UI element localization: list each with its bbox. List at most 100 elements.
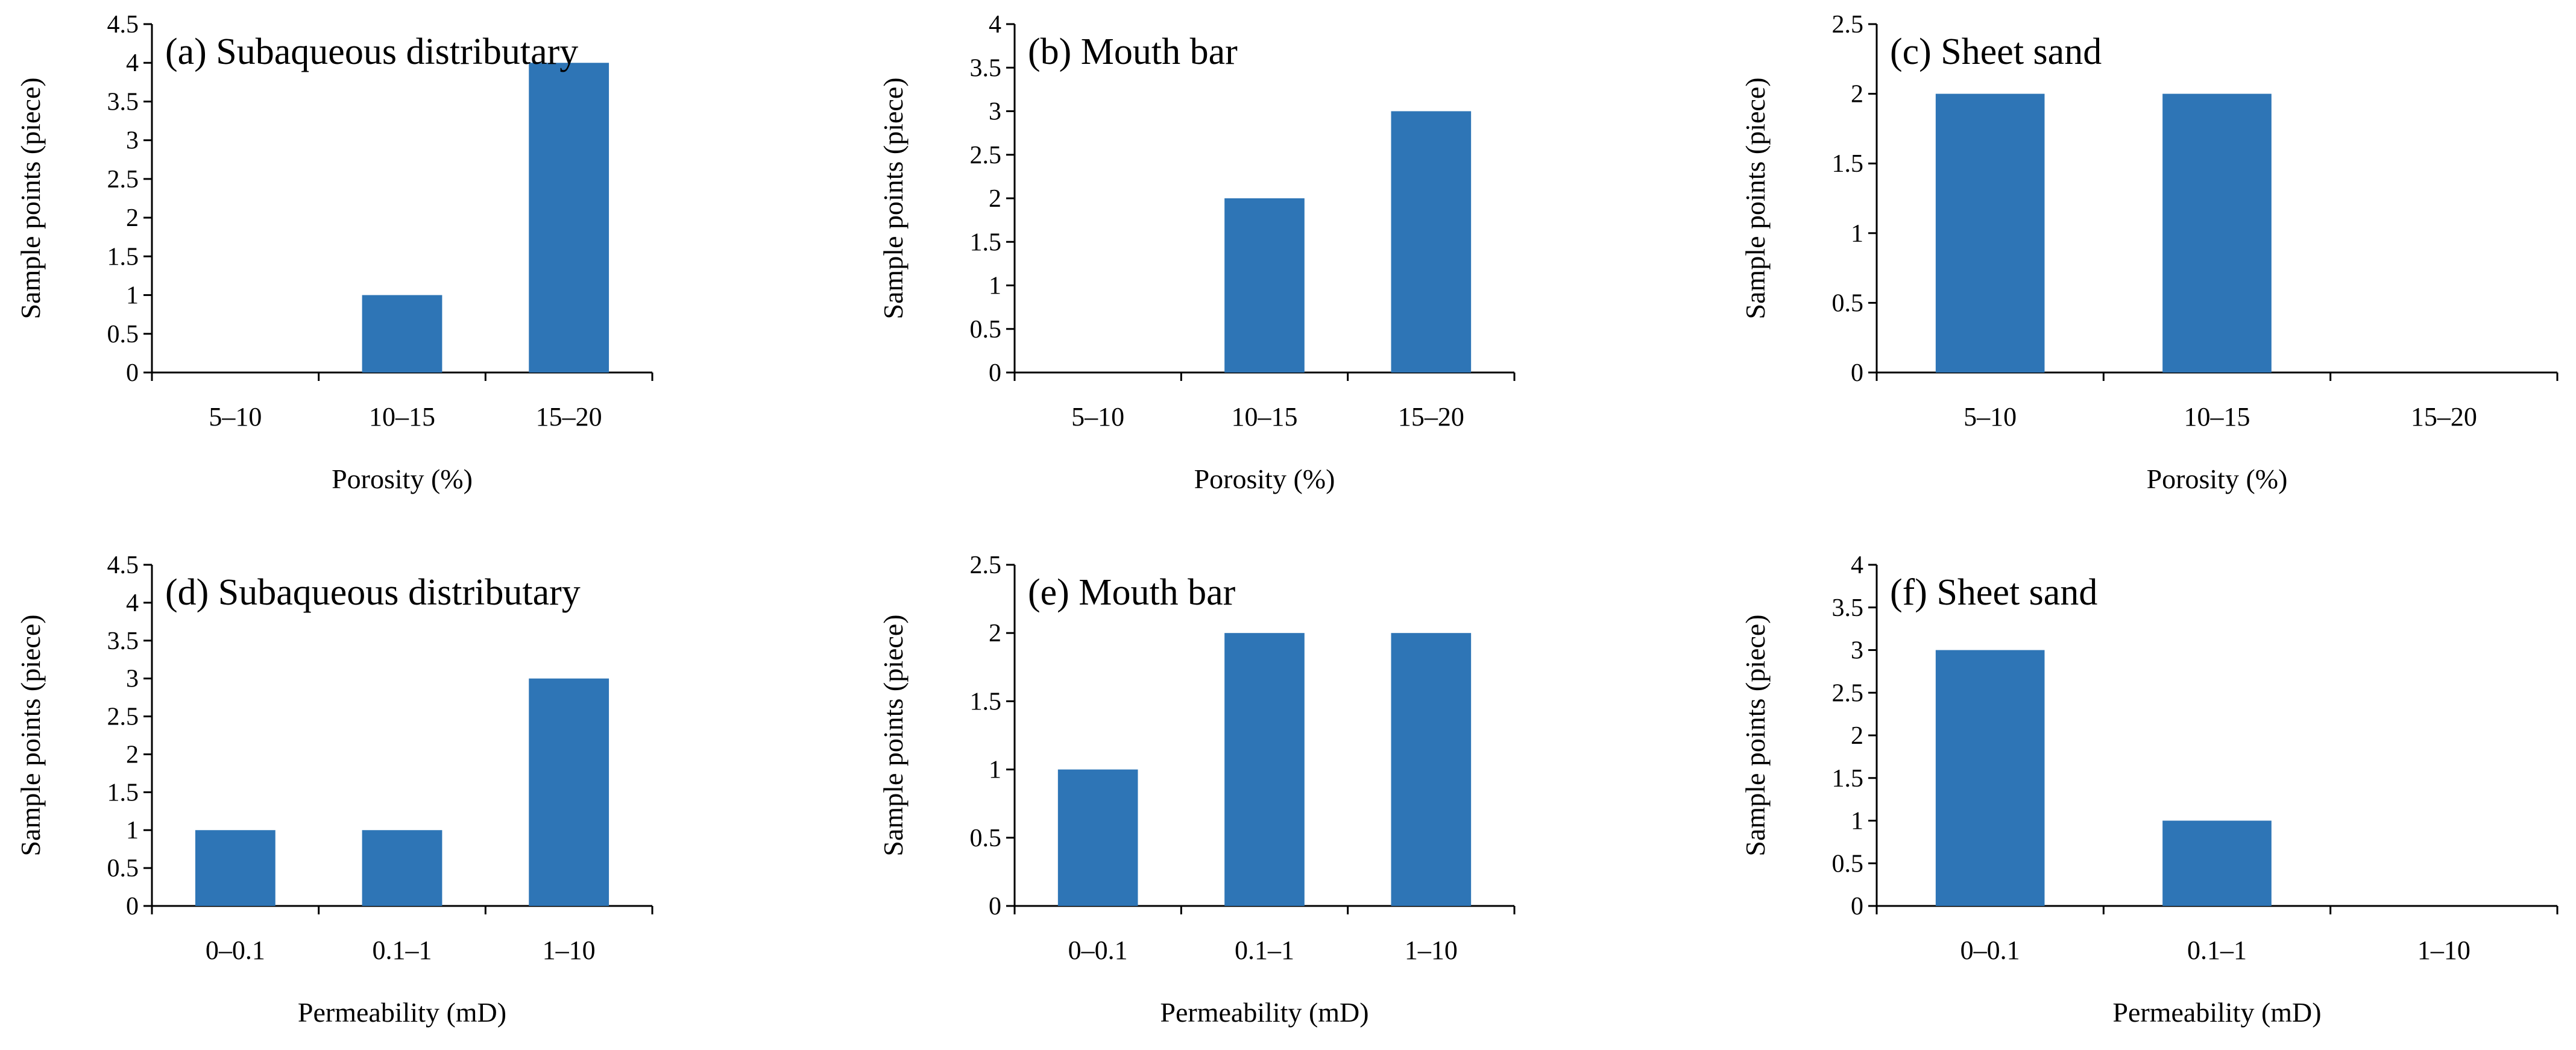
x-tick-label: 10–15: [1232, 402, 1298, 432]
y-tick-label: 4.5: [107, 552, 139, 579]
y-tick-label: 2.5: [107, 703, 139, 731]
y-tick-label: 3: [1851, 637, 1863, 665]
y-tick-label: 3: [126, 127, 139, 155]
bar-b-2: [1224, 198, 1305, 373]
y-tick-label: 1.5: [970, 228, 1002, 256]
x-tick-label: 15–20: [2411, 402, 2477, 432]
y-tick-label: 1: [1851, 220, 1863, 248]
x-tick-label: 15–20: [1398, 402, 1464, 432]
y-tick-label: 2: [989, 620, 1001, 647]
chart-panel-f: 0 0.5 1 1.5 2 2.5 3 3.5 4 0–0.1 0.1–1 1–10 Permeabil…: [1740, 552, 2559, 1028]
y-tick-label: 1: [989, 272, 1001, 300]
chart-panel-d: 0 0.5 1 1.5 2 2.5 3 3.5 4 4.5 0–0.1 0.1–1 1–10 Permea…: [15, 552, 653, 1028]
y-tick-label: 3.5: [107, 627, 139, 655]
x-tick-label: 0–0.1: [1068, 935, 1128, 965]
x-tick-label: 5–10: [1071, 402, 1124, 432]
y-tick-label: 1.5: [970, 688, 1002, 715]
x-tick-label: 10–15: [369, 402, 435, 432]
y-tick-label: 3: [126, 665, 139, 693]
x-tick-label: 0.1–1: [1235, 935, 1294, 965]
y-axis-title: Sample points (piece): [15, 614, 46, 856]
y-tick-label: 1: [126, 817, 139, 844]
x-axis-title: Permeability (mD): [298, 997, 506, 1028]
panel-title: (b) Mouth bar: [1028, 31, 1238, 72]
y-axis-title: Sample points (piece): [1740, 77, 1771, 319]
y-tick-label: 0.5: [1832, 289, 1864, 317]
x-tick-label: 0–0.1: [206, 935, 265, 965]
y-tick-label: 2.5: [970, 142, 1002, 169]
x-axis-title: Porosity (%): [1194, 464, 1335, 494]
y-tick-label: 0: [1851, 359, 1863, 387]
panel-title: (d) Subaqueous distributary: [165, 572, 581, 613]
bar-b-3: [1391, 111, 1472, 373]
x-tick-label: 15–20: [536, 402, 602, 432]
x-tick-label: 5–10: [209, 402, 262, 432]
panel-title: (c) Sheet sand: [1890, 31, 2102, 72]
y-tick-label: 1.5: [107, 779, 139, 806]
y-tick-label: 4.5: [107, 11, 139, 39]
y-tick-label: 0: [1851, 893, 1863, 920]
bar-c-2: [2162, 93, 2272, 373]
y-tick-label: 4: [126, 49, 139, 77]
chart-panel-e: 0 0.5 1 1.5 2 2.5 0–0.1 0.1–1 1–10 Permeability (…: [878, 552, 1516, 1028]
y-tick-label: 1.5: [1832, 765, 1864, 793]
y-tick-label: 0: [126, 359, 139, 387]
bar-c-1: [1935, 93, 2045, 373]
bar-a-3: [529, 63, 609, 373]
y-tick-label: 0: [989, 359, 1001, 387]
y-axis-title: Sample points (piece): [878, 77, 909, 319]
bar-a-2: [362, 295, 442, 373]
bar-d-2: [362, 830, 442, 906]
bar-e-3: [1391, 633, 1472, 906]
y-tick-label: 4: [989, 11, 1001, 39]
y-axis-title: Sample points (piece): [878, 614, 909, 856]
x-axis-title: Permeability (mD): [2112, 997, 2321, 1028]
y-tick-label: 2: [126, 741, 139, 769]
chart-panel-a: 0 0.5 1 1.5 2 2.5 3 3.5 4 4.5 5–10 10–15 15–20 Porosi…: [15, 11, 653, 494]
x-tick-label: 10–15: [2184, 402, 2250, 432]
x-tick-label: 0.1–1: [2187, 935, 2247, 965]
chart-panel-b: 0 0.5 1 1.5 2 2.5 3 3.5 4 5–10 10–15 15–20 Porosity …: [878, 11, 1516, 494]
y-tick-label: 2: [989, 185, 1001, 213]
y-tick-label: 4: [126, 589, 139, 617]
bar-d-3: [529, 678, 609, 906]
y-tick-label: 2.5: [107, 166, 139, 193]
y-axis-title: Sample points (piece): [1740, 614, 1771, 856]
y-tick-label: 2: [1851, 722, 1863, 750]
y-tick-label: 1: [126, 282, 139, 310]
panel-title: (f) Sheet sand: [1890, 572, 2097, 613]
y-tick-label: 0.5: [107, 855, 139, 882]
y-tick-label: 2.5: [1832, 11, 1864, 39]
y-tick-label: 2: [1851, 81, 1863, 108]
bar-e-2: [1224, 633, 1305, 906]
y-tick-label: 0.5: [1832, 850, 1864, 878]
panel-title: (a) Subaqueous distributary: [165, 31, 578, 72]
y-tick-label: 0.5: [107, 321, 139, 348]
y-axis-title: Sample points (piece): [15, 77, 46, 319]
y-tick-label: 3: [989, 98, 1001, 126]
y-tick-label: 0: [126, 893, 139, 920]
bar-f-2: [2162, 820, 2272, 906]
x-tick-label: 0–0.1: [1960, 935, 2020, 965]
x-tick-label: 1–10: [1405, 935, 1458, 965]
bar-d-1: [195, 830, 276, 906]
y-tick-label: 3.5: [1832, 594, 1864, 622]
y-tick-label: 1.5: [107, 243, 139, 271]
x-tick-label: 0.1–1: [373, 935, 432, 965]
y-tick-label: 0: [989, 893, 1001, 920]
x-axis-title: Permeability (mD): [1160, 997, 1368, 1028]
y-tick-label: 2.5: [970, 552, 1002, 579]
y-tick-label: 0.5: [970, 316, 1002, 344]
y-tick-label: 1: [989, 756, 1001, 784]
x-tick-label: 1–10: [2417, 935, 2471, 965]
y-tick-label: 0.5: [970, 825, 1002, 852]
y-tick-label: 1: [1851, 808, 1863, 835]
x-tick-label: 5–10: [1963, 402, 2017, 432]
y-tick-label: 2: [126, 204, 139, 232]
y-tick-label: 2.5: [1832, 679, 1864, 707]
x-axis-title: Porosity (%): [2147, 464, 2288, 494]
y-tick-label: 3.5: [970, 54, 1002, 82]
x-axis-title: Porosity (%): [332, 464, 473, 494]
